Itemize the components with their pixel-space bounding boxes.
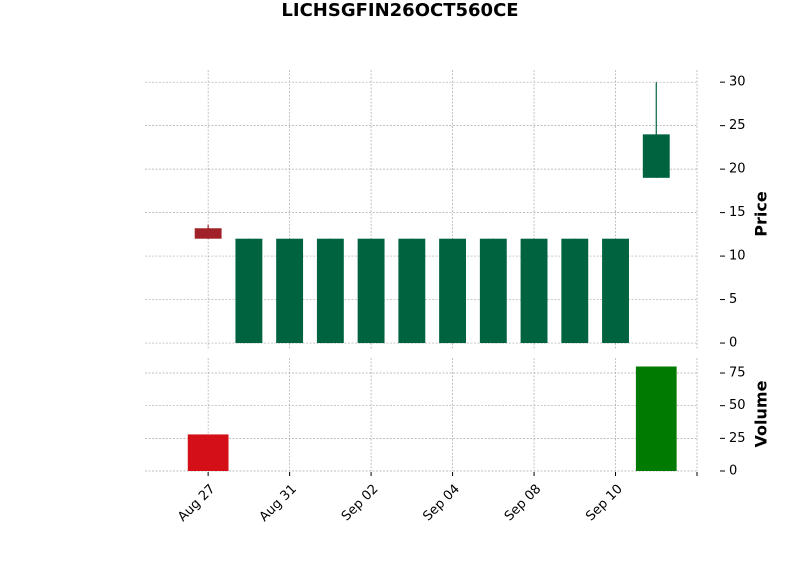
y-tick-label: 5 — [729, 292, 737, 307]
candle-body — [520, 238, 548, 344]
candle-body — [439, 238, 467, 344]
y-tick-label: 20 — [729, 162, 746, 177]
y-tick-label: 10 — [729, 249, 746, 264]
candle-body — [194, 228, 222, 239]
x-tick-label: Sep 10 — [583, 482, 626, 525]
y-axis-label: Price — [752, 191, 771, 237]
x-tick-label: Aug 31 — [257, 482, 300, 525]
volume-bar — [187, 434, 229, 471]
candle-body — [276, 238, 304, 344]
y2-tick-label: 75 — [729, 366, 746, 381]
x-tick-label: Sep 04 — [420, 482, 463, 525]
y-tick-label: 0 — [729, 336, 737, 351]
candle-body — [398, 238, 426, 344]
y-tick-label: 15 — [729, 205, 746, 220]
y2-tick-label: 25 — [729, 431, 746, 446]
candle-body — [602, 238, 629, 344]
y-tick-label: 25 — [729, 118, 746, 133]
candle-body — [316, 238, 344, 344]
y-tick-label: 30 — [729, 75, 746, 90]
chart-title: LICHSGFIN26OCT560CE — [281, 0, 518, 21]
x-tick-label: Sep 08 — [502, 482, 545, 525]
x-tick-label: Sep 02 — [339, 482, 382, 525]
candle-body — [235, 238, 263, 344]
y2-tick-label: 0 — [729, 464, 737, 479]
y2-axis-label: Volume — [752, 380, 771, 447]
candle-body — [642, 134, 670, 178]
candle-body — [479, 238, 507, 344]
candle-body — [561, 238, 589, 344]
y2-tick-label: 50 — [729, 398, 746, 413]
volume-bar — [635, 366, 677, 471]
candle-body — [357, 238, 385, 344]
x-tick-label: Aug 27 — [175, 482, 218, 525]
